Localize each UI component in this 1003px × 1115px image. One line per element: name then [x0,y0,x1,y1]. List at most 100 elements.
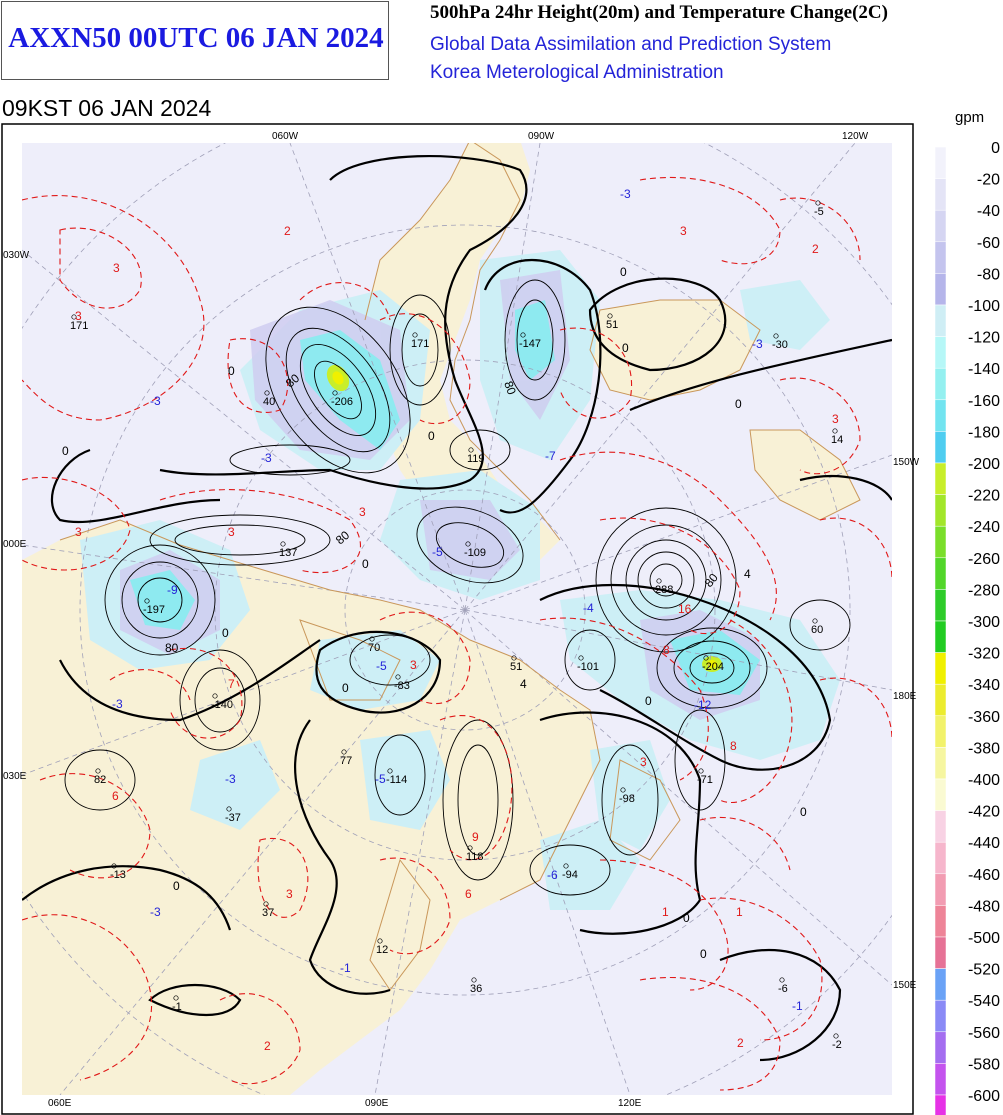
height-center-value: -206 [331,396,353,408]
legend-swatch [934,557,947,590]
legend-swatch [934,936,947,969]
height-center-marker [563,863,569,869]
height-center-marker [341,749,347,755]
height-center-value: -94 [562,869,578,881]
legend-swatch [934,999,947,1033]
height-center-marker [779,977,785,983]
height-center-marker [395,674,401,680]
temp-rise-value: 6 [465,887,472,901]
legend-unit: gpm [955,109,984,126]
temperature-change-contours [22,176,892,1091]
temp-fall-value: -6 [547,868,558,882]
height-center-value: -109 [464,547,486,559]
legend-swatch [934,1031,947,1064]
height-center-marker [703,655,709,661]
height-center-marker [773,333,779,339]
height-center-value: -140 [211,699,233,711]
height-center-value: 40 [263,396,275,408]
temp-rise-value: 3 [359,505,366,519]
legend-level-label: -540 [968,993,1000,1010]
legend-level-label: -220 [968,488,1000,505]
temp-rise-value: 8 [663,643,670,657]
legend-level-label: -60 [977,235,1000,252]
legend-level-label: -520 [968,962,1000,979]
top-meridian-labels: 060W 090W 120W [272,131,869,142]
temp-rise-value: 1 [662,905,669,919]
legend-swatch [934,399,947,432]
temp-rise-value: 3 [113,261,120,275]
temp-rise-value: 8 [730,739,737,753]
contour-value: 0 [620,265,627,279]
legend-level-label: -460 [968,867,1000,884]
temp-fall-value: -5 [376,659,387,673]
temp-fall-value: -3 [620,187,631,201]
height-center-value: 288 [655,584,673,596]
height-center-marker [412,332,418,338]
height-center-marker [280,541,286,547]
left-longitude-labels: 030W 000E 030E [3,250,30,782]
legend-level-label: -500 [968,930,1000,947]
temp-fall-value: -5 [432,545,443,559]
height-center-value: 14 [831,434,843,446]
height-center-marker [511,655,517,661]
temperature-fall-labels: -3 -3 -3 -5 -7 -9 -3 -5 -5 -3 -4 -12 -3 … [112,187,803,1013]
title-box: AXXN50 00UTC 06 JAN 2024 [1,1,389,80]
legend-swatch [934,525,947,559]
legend-level-label: -40 [977,203,1000,220]
legend-swatch [934,178,947,211]
legend-level-label: -80 [977,266,1000,283]
temp-fall-value: -12 [694,698,712,712]
legend-level-label: -280 [968,582,1000,599]
legend-level-label: 0 [991,140,1000,157]
map-frame [1,123,914,1115]
coastlines [59,143,861,991]
legend-swatch [934,683,947,717]
legend-swatch [934,589,947,622]
temp-fall-value: -3 [225,772,236,786]
height-center-marker [71,314,77,320]
legend-level-label: -380 [968,740,1000,757]
legend-swatch [934,1063,947,1096]
height-center-value: 82 [94,774,106,786]
height-center-marker [264,390,270,396]
legend-swatch [934,273,947,306]
org-system-name: Global Data Assimilation and Prediction … [430,34,832,55]
height-center-value: 171 [70,320,88,332]
height-center-marker [369,636,375,642]
legend-level-label: -560 [968,1025,1000,1042]
legend-level-label: -580 [968,1056,1000,1073]
height-fall-strong [130,300,760,695]
legend-swatch [934,304,947,337]
legend-swatch [934,620,947,653]
legend-swatch [934,841,947,875]
height-center-value: 118 [466,851,484,863]
temp-rise-value: 2 [264,1039,271,1053]
contour-value: 0 [700,947,707,961]
temp-fall-value: -3 [752,337,763,351]
legend-swatch [934,810,947,843]
legend-level-label: -600 [968,1088,1000,1105]
temp-rise-value: 3 [228,525,235,539]
temp-rise-value: 1 [736,905,743,919]
height-center-value: 119 [467,453,485,465]
height-center-value: 70 [368,642,380,654]
contour-value: 0 [428,429,435,443]
height-center-marker [698,768,704,774]
contour-value: 0 [222,626,229,640]
legend-level-label: -340 [968,677,1000,694]
temp-fall-value: -7 [545,449,556,463]
temp-fall-value: -5 [375,772,386,786]
temp-rise-value: 6 [112,789,119,803]
height-center-labels: 171 40 -206 171 -147 51 -30 -5 14 119 13… [70,200,843,1051]
legend-swatch [934,905,947,938]
contour-value: 4 [520,677,527,691]
height-center-value: -6 [778,983,788,995]
longitude-label: 150E [893,980,917,991]
meridian-label: 060E [48,1098,72,1109]
height-center-marker [263,901,269,907]
temp-fall-value: -9 [167,583,178,597]
height-center-marker [212,693,218,699]
height-center-marker [578,655,584,661]
longitude-label: 030E [3,771,27,782]
temp-rise-value: 3 [286,887,293,901]
